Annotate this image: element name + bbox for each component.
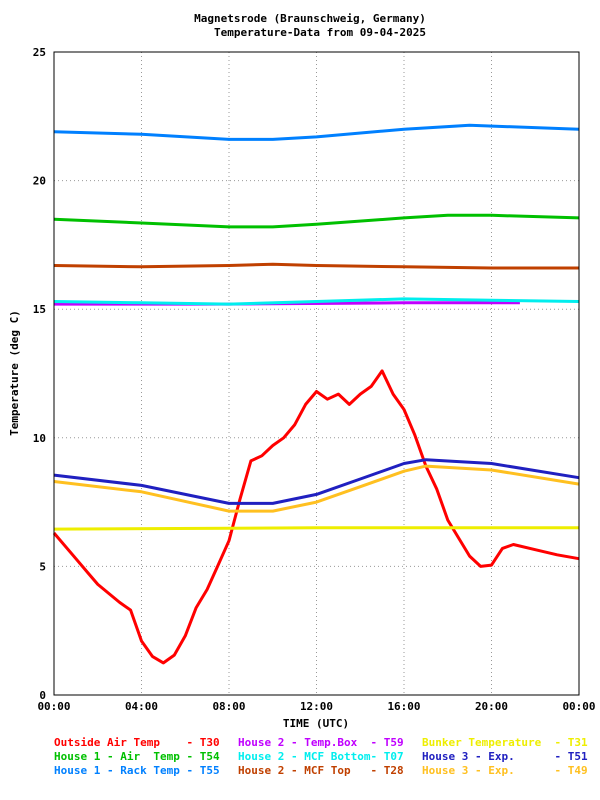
series-line-7 — [53, 458, 580, 505]
x-axis-label: TIME (UTC) — [283, 717, 349, 730]
x-tick-label: 16:00 — [387, 700, 420, 713]
series-line-4 — [53, 297, 580, 306]
y-tick-label: 0 — [39, 689, 46, 702]
y-tick-label: 10 — [33, 432, 46, 445]
legend-entry: House 2 - MCF Top - T28 — [238, 764, 404, 777]
x-tick-label: 04:00 — [125, 700, 158, 713]
series-line-2 — [53, 123, 580, 141]
legend-entry: House 2 - MCF Bottom- T07 — [238, 750, 404, 763]
x-tick-label: 00:00 — [37, 700, 70, 713]
legend-entry: Outside Air Temp - T30 — [54, 736, 220, 749]
plot-frame — [53, 51, 580, 696]
series-line-0 — [52, 369, 580, 665]
series-line-6 — [53, 526, 579, 531]
legend-entry: House 1 - Air Temp - T54 — [54, 750, 220, 763]
x-tick-label: 20:00 — [475, 700, 508, 713]
y-tick-label: 20 — [33, 175, 46, 188]
y-tick-label: 15 — [33, 303, 46, 316]
series-line-8 — [53, 464, 580, 513]
series-line-1 — [53, 213, 580, 229]
chart-title: Magnetsrode (Braunschweig, Germany) — [194, 12, 426, 25]
legend-entry: Bunker Temperature - T31 — [422, 736, 588, 749]
y-tick-label: 25 — [33, 46, 46, 59]
y-tick-label: 5 — [39, 560, 46, 573]
chart-subtitle: Temperature-Data from 09-04-2025 — [214, 26, 426, 39]
legend-entry: House 1 - Rack Temp - T55 — [54, 764, 220, 777]
series-line-5 — [53, 262, 579, 270]
legend-entry: House 3 - Exp. - T49 — [422, 764, 588, 777]
x-tick-label: 08:00 — [212, 700, 245, 713]
x-tick-label: 00:00 — [562, 700, 595, 713]
x-tick-label: 12:00 — [300, 700, 333, 713]
legend-entry: House 3 - Exp. - T51 — [422, 750, 588, 763]
y-axis-label: Temperature (deg C) — [8, 310, 21, 436]
legend-entry: House 2 - Temp.Box - T59 — [238, 736, 404, 749]
